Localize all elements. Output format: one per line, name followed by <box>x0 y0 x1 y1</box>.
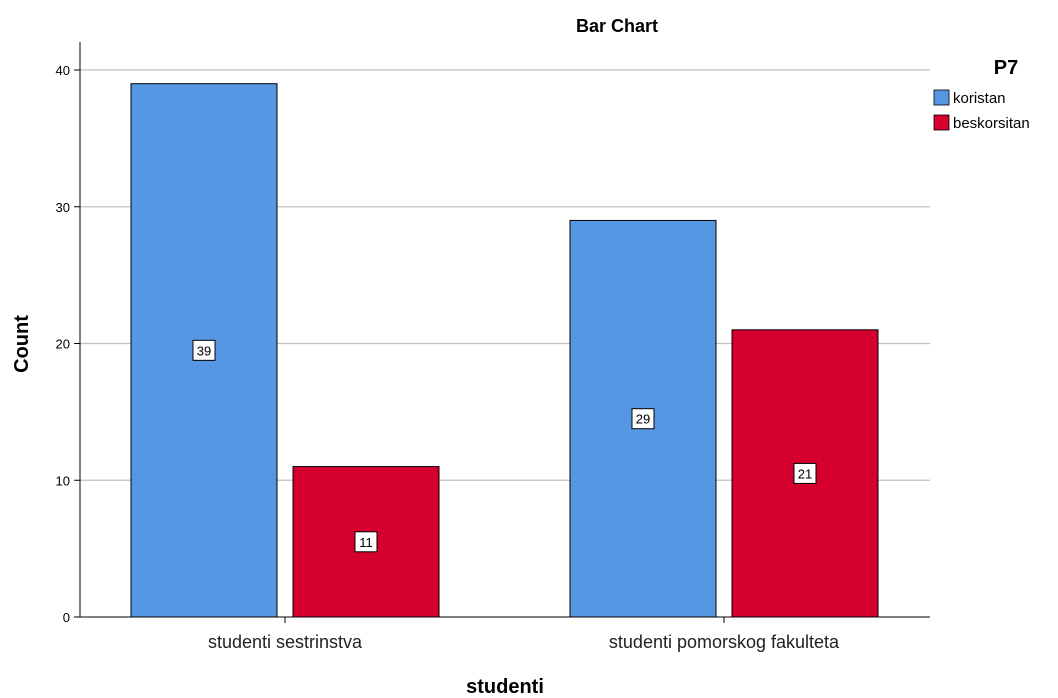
x-category-label: studenti sestrinstva <box>208 632 363 652</box>
legend-swatch-beskorsitan <box>933 114 950 131</box>
data-label: 39 <box>197 343 211 358</box>
data-label-box <box>192 339 216 361</box>
legend-label-beskorsitan: beskorsitan <box>953 115 1030 132</box>
axes: 0 10 20 30 40 studenti sestrinstva studenti po… <box>56 42 930 652</box>
data-labels: 39 11 29 21 <box>192 339 817 553</box>
x-axis-title: studenti <box>466 676 544 698</box>
data-label: 21 <box>798 466 812 481</box>
y-tick-label: 40 <box>56 63 70 78</box>
y-axis-title: Count <box>11 315 33 373</box>
data-label: 29 <box>636 412 650 427</box>
bars <box>130 83 879 618</box>
data-label-box <box>631 408 655 430</box>
y-tick-label: 20 <box>56 337 70 352</box>
y-tick-label: 0 <box>63 610 70 625</box>
chart-title: Bar Chart <box>576 16 658 36</box>
legend-label-koristan: koristan <box>953 90 1006 107</box>
data-label-box <box>354 531 378 553</box>
data-label: 11 <box>359 535 373 550</box>
y-tick-label: 10 <box>56 473 70 488</box>
y-tick-label: 30 <box>56 200 70 215</box>
legend-swatch-koristan <box>933 89 950 106</box>
x-category-label: studenti pomorskog fakulteta <box>609 632 840 652</box>
legend: P7 koristan beskorsitan <box>933 57 1030 132</box>
data-label-box <box>793 462 817 484</box>
legend-title: P7 <box>994 57 1018 79</box>
